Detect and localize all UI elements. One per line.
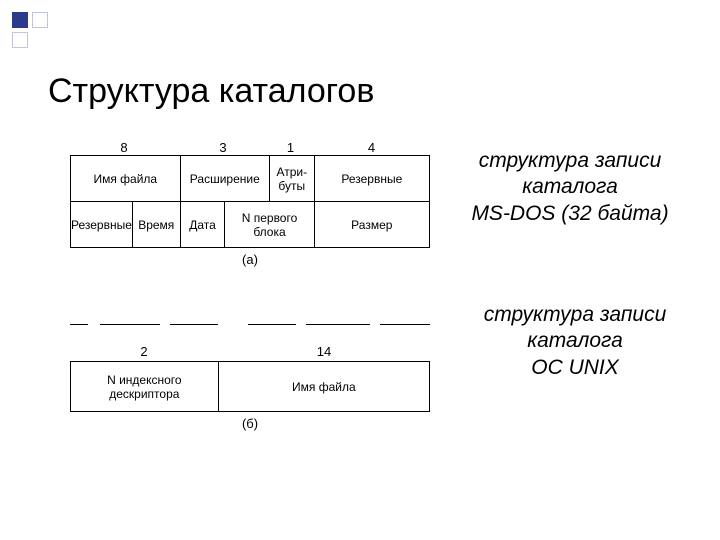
table-row: N индексногодескриптораИмя файла <box>71 362 430 412</box>
diagram-a-header-numbers: 8314 <box>70 140 430 155</box>
table-row: РезервныеВремяДатаN первогоблокаРазмер <box>71 202 430 248</box>
header-number: 4 <box>313 140 430 155</box>
underline-segment <box>248 324 296 325</box>
diagram-b-label: (б) <box>70 416 430 431</box>
table-row: Имя файлаРасширениеАтри-бутыРезервные <box>71 156 430 202</box>
table-cell: Резервные <box>314 156 429 202</box>
table-cell: Резервные <box>71 202 133 248</box>
diagram-a-label: (а) <box>70 252 430 267</box>
diagram-b-underlines <box>70 320 430 342</box>
underline-segment <box>70 324 88 325</box>
page-title: Структура каталогов <box>48 72 374 111</box>
table-cell: Дата <box>180 202 225 248</box>
caption-a: структура записи каталогаMS-DOS (32 байт… <box>455 148 685 227</box>
deco-square-2 <box>32 12 48 28</box>
table-cell: Имя файла <box>218 362 429 412</box>
table-cell: Время <box>132 202 180 248</box>
header-number: 2 <box>70 344 218 359</box>
diagram-a: 8314 Имя файлаРасширениеАтри-бутыРезервн… <box>70 140 430 267</box>
header-number: 8 <box>70 140 178 155</box>
underline-segment <box>380 324 430 325</box>
underline-segment <box>170 324 218 325</box>
table-cell: N первогоблока <box>225 202 314 248</box>
diagram-a-table: Имя файлаРасширениеАтри-бутыРезервные Ре… <box>70 155 430 248</box>
header-number: 1 <box>268 140 313 155</box>
diagram-b-numbers: 214 <box>70 344 430 359</box>
table-cell: Атри-буты <box>270 156 315 202</box>
diagram-b: 214 N индексногодескриптораИмя файла (б) <box>70 320 430 431</box>
diagram-b-table: N индексногодескриптораИмя файла <box>70 361 430 412</box>
caption-b: структура записи каталогаОС UNIX <box>475 302 675 381</box>
table-cell: Размер <box>314 202 429 248</box>
table-cell: Расширение <box>180 156 269 202</box>
table-cell: Имя файла <box>71 156 181 202</box>
underline-segment <box>306 324 370 325</box>
header-number: 3 <box>178 140 268 155</box>
underline-segment <box>100 324 160 325</box>
table-cell: N индексногодескриптора <box>71 362 219 412</box>
deco-square-3 <box>12 32 28 48</box>
header-number: 14 <box>218 344 430 359</box>
deco-square-1 <box>12 12 28 28</box>
